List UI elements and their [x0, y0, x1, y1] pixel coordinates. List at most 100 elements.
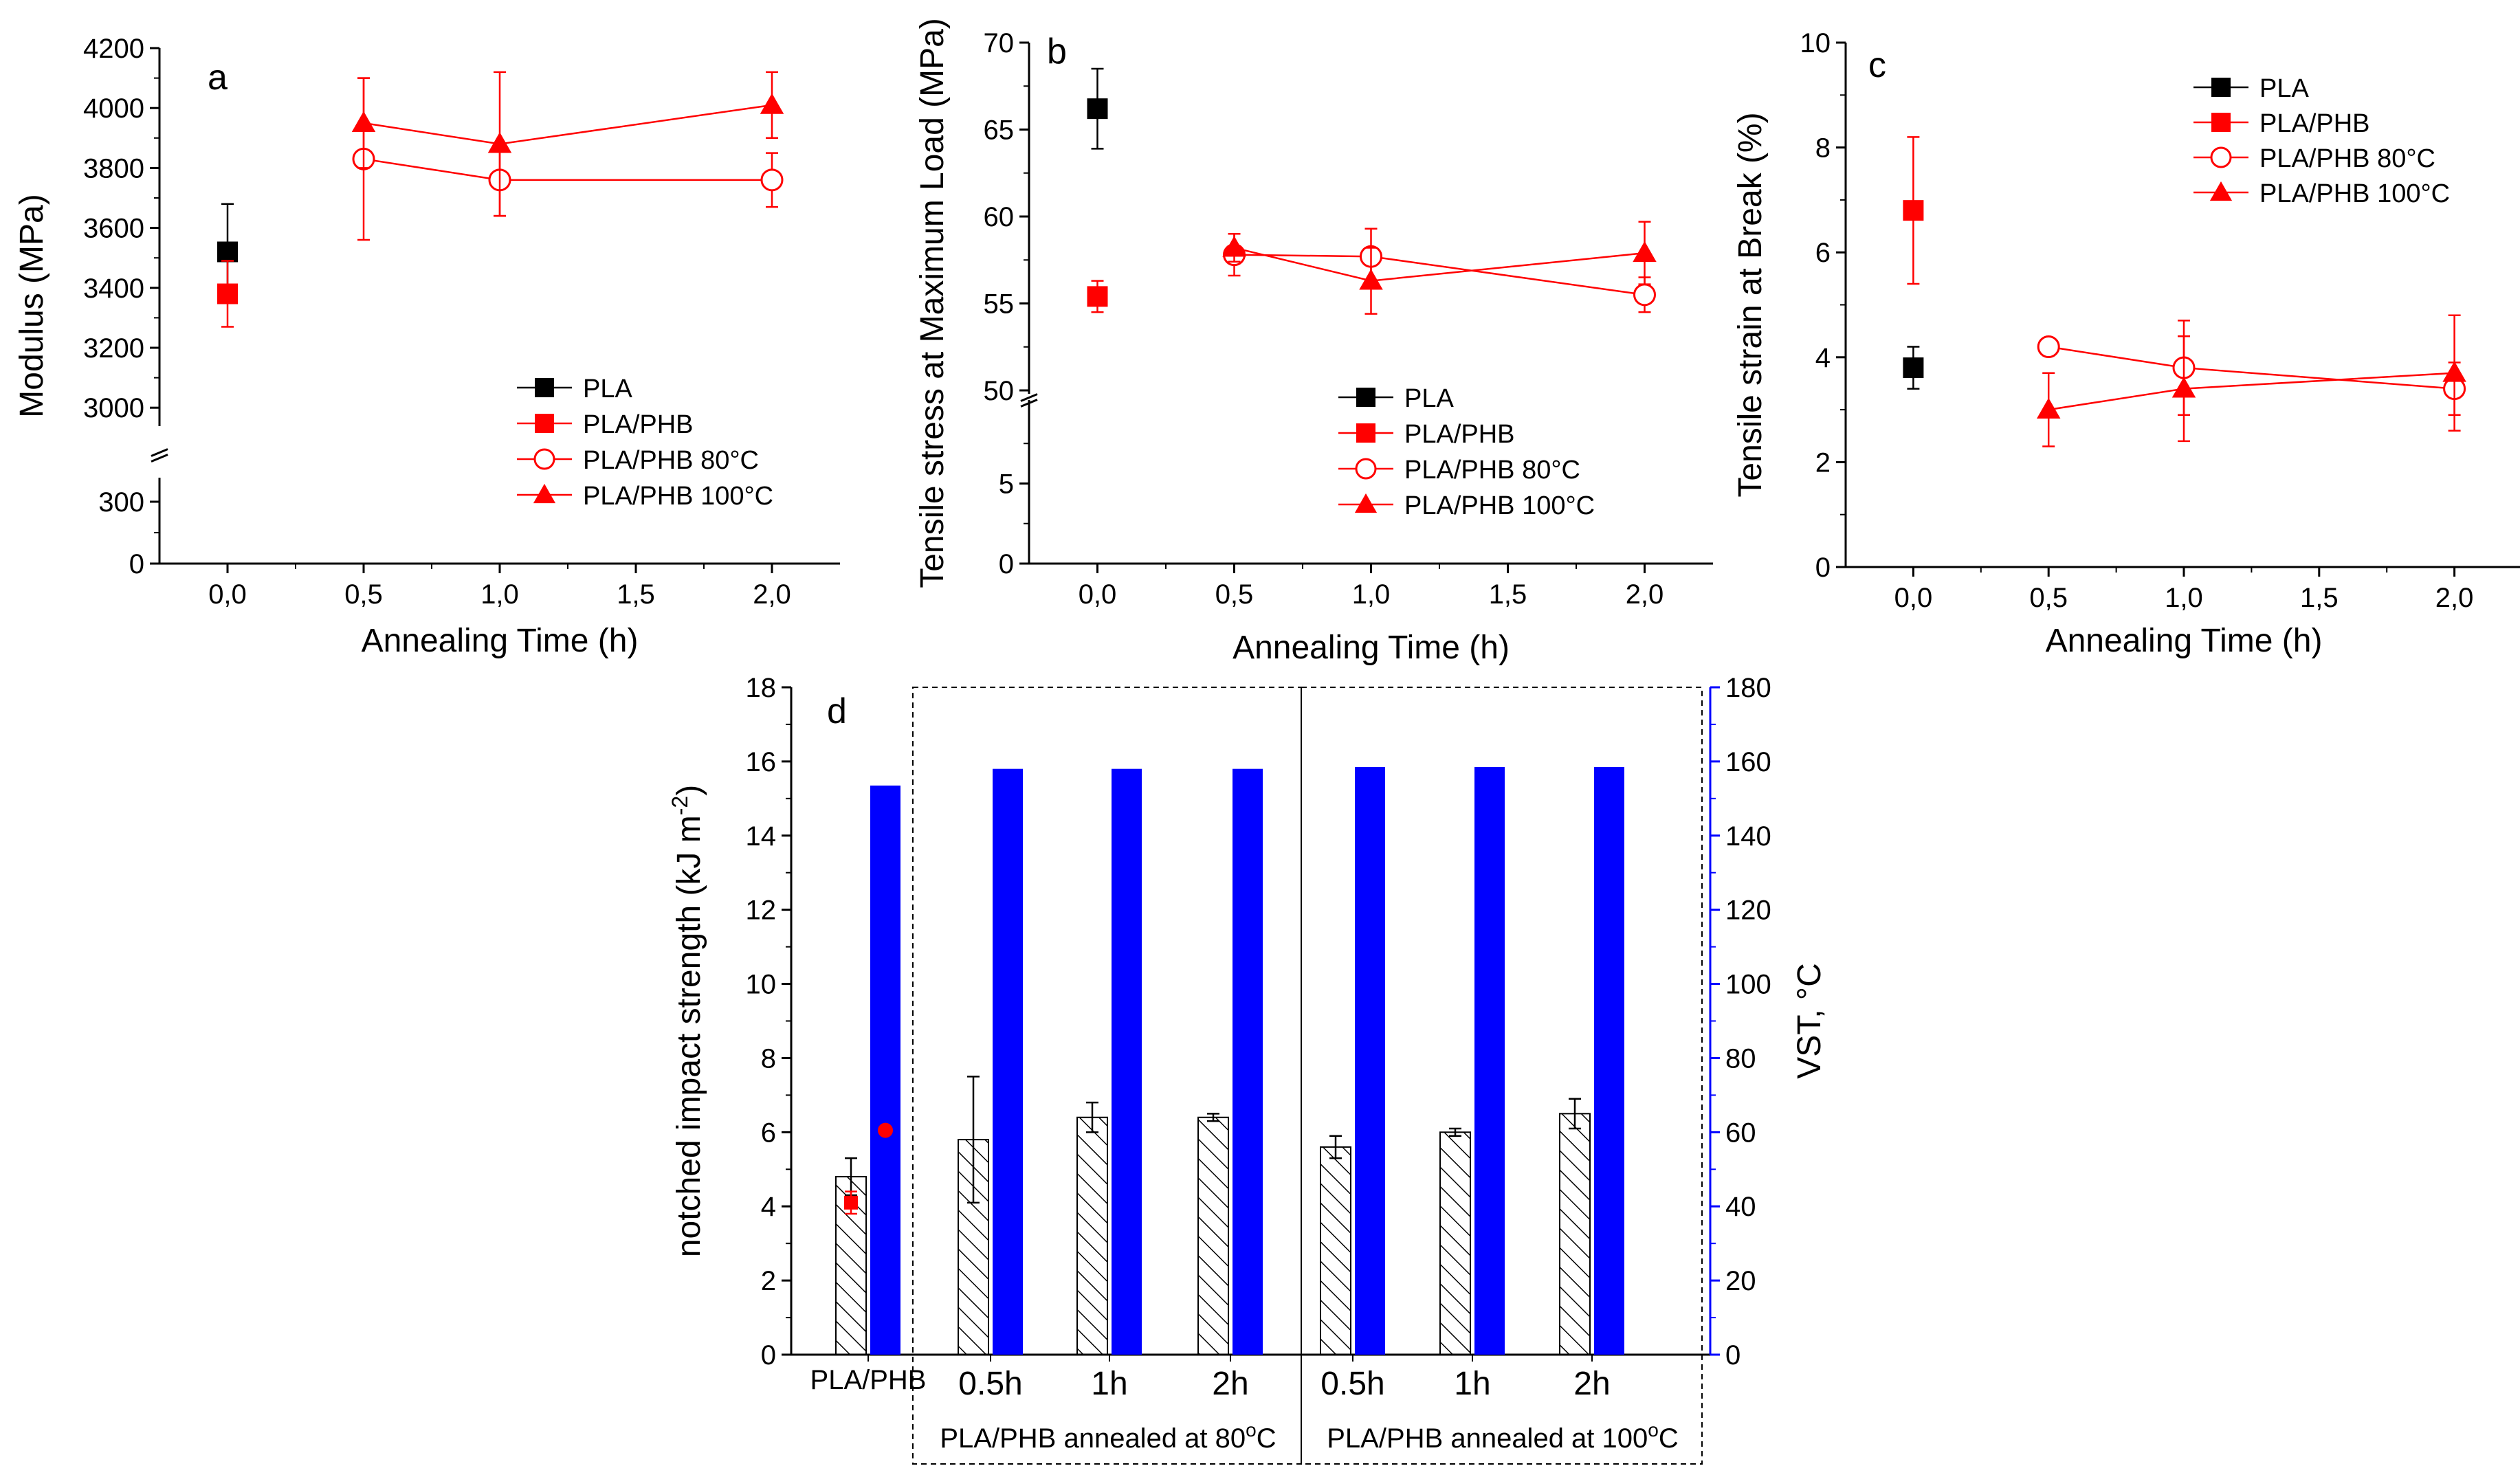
x-axis-label: Annealing Time (h) [2046, 623, 2323, 659]
y-tick-label: 50 [984, 376, 1015, 406]
y-axis-label-left-main: notched impact strength (kJ m [671, 815, 707, 1257]
panel-label: b [1047, 32, 1067, 71]
series-line [363, 158, 772, 181]
legend-marker [1355, 458, 1377, 480]
vst-bar [1474, 766, 1505, 1355]
y-axis-label: Modulus (MPa) [14, 194, 50, 417]
series-1 [1903, 136, 1924, 285]
axis-break-mark [1020, 399, 1038, 408]
y-tick-label-left: 10 [746, 970, 777, 1000]
x-tick-label: 0,5 [2029, 583, 2068, 613]
series-2 [1223, 227, 1656, 313]
legend-label: PLA/PHB 100°C [2259, 179, 2450, 208]
y-tick-label-right: 60 [1725, 1118, 1756, 1148]
x-tick-label: 0,0 [1079, 579, 1117, 610]
data-point [2442, 361, 2466, 382]
legend-marker [535, 378, 554, 397]
y-tick-label: 3200 [83, 333, 144, 364]
panel-label: d [827, 691, 847, 731]
data-point [1903, 200, 1924, 221]
legend: PLA PLA/PHB PLA/PHB 80°C PLA/PHB 100°C [517, 375, 773, 511]
y-axis-label: Tensile strain at Break (%) [1732, 112, 1769, 497]
group-label-sup: o [1648, 1419, 1659, 1441]
x-tick-label: PLA/PHB [810, 1365, 927, 1395]
y-tick-label-right: 100 [1725, 970, 1771, 1000]
y-tick-label-left: 4 [761, 1192, 776, 1222]
y-tick-label-right: 0 [1725, 1340, 1740, 1370]
x-tick-label: 1h [1091, 1366, 1127, 1402]
data-point [1087, 286, 1108, 307]
chart-panel-c: 0,0 0,5 1,0 1,5 2,0 0 2 4 6 8 10 Annealing Time (h)… [1732, 28, 2520, 659]
series-1 [217, 260, 238, 328]
series-3 [2036, 314, 2466, 447]
y-tick-label-left: 6 [761, 1118, 776, 1148]
x-tick-label: 2,0 [753, 579, 791, 610]
y-tick-label-right: 120 [1725, 896, 1771, 926]
series-line [2048, 346, 2455, 390]
group-label: PLA/PHB annealed at 100oC [1327, 1419, 1678, 1454]
bar-group: 1h [1439, 766, 1505, 1402]
series-1 [1087, 280, 1108, 313]
group-label-end: C [1659, 1423, 1679, 1454]
legend-marker [1356, 423, 1375, 443]
y-axis-label-left-sup: -2 [667, 796, 692, 815]
bar-group: PLA/PHB [810, 785, 927, 1395]
y-tick-label-right: 180 [1725, 673, 1771, 703]
y-tick-label: 10 [1800, 28, 1831, 58]
y-tick-label: 3000 [83, 393, 144, 423]
bar-group: 0.5h [1320, 766, 1385, 1402]
data-point [217, 283, 238, 304]
y-tick-label-left: 16 [746, 747, 777, 777]
legend: PLA PLA/PHB PLA/PHB 80°C PLA/PHB 100°C [2193, 74, 2450, 208]
x-tick-label: 2h [1212, 1366, 1248, 1402]
legend-label: PLA/PHB 80°C [583, 446, 759, 475]
series-line [1234, 254, 1645, 296]
y-tick-label: 3800 [83, 153, 144, 184]
x-tick-label: 1h [1454, 1366, 1490, 1402]
series-0 [1903, 346, 1924, 390]
y-tick-label-right: 160 [1725, 747, 1771, 777]
y-tick-label-right: 140 [1725, 821, 1771, 852]
vst-bar [870, 785, 900, 1355]
group-box-80c [912, 687, 1302, 1465]
y-tick-label-right: 40 [1725, 1192, 1756, 1222]
chart-panel-a: 0,0 0,5 1,0 1,5 2,0 0 300 3000 3200 3400 3600 3800 4… [14, 34, 840, 659]
x-tick-label: 1,5 [2300, 583, 2339, 613]
y-tick-label: 60 [984, 202, 1015, 232]
legend-marker [535, 414, 554, 433]
panel-label: c [1868, 45, 1886, 85]
x-axis-label: Annealing Time (h) [1233, 630, 1510, 666]
x-tick-label: 1,5 [1489, 579, 1527, 610]
group-label-main: PLA/PHB annealed at 80 [940, 1423, 1246, 1454]
y-tick-label: 70 [984, 28, 1015, 58]
y-tick-label-left: 14 [746, 821, 777, 852]
legend-label: PLA/PHB [2259, 109, 2370, 138]
bar-group: 0.5h [958, 768, 1023, 1402]
series-line [1234, 247, 1645, 282]
y-tick-label: 4 [1815, 343, 1831, 373]
group-box-100c [1301, 687, 1703, 1465]
legend-label: PLA/PHB 100°C [583, 482, 773, 511]
y-tick-label: 0 [999, 549, 1014, 579]
axis-break-mark [1020, 393, 1038, 402]
y-tick-label: 5 [999, 469, 1014, 500]
data-point [760, 93, 784, 114]
x-tick-label: 0,0 [208, 579, 247, 610]
chart-panel-b: 0,0 0,5 1,0 1,5 2,0 0 5 50 55 60 65 70 Annealing Tim… [914, 18, 1713, 666]
x-tick-label: 2,0 [2435, 583, 2474, 613]
y-tick-label: 2 [1815, 447, 1831, 478]
x-tick-label: 0.5h [1320, 1366, 1384, 1402]
y-tick-label-left: 18 [746, 673, 777, 703]
axis-break-mark [151, 448, 168, 457]
legend-label: PLA/PHB [1404, 420, 1515, 449]
series-0 [1087, 67, 1108, 150]
vst-bar [1233, 768, 1263, 1355]
impact-strength-bar [1076, 1116, 1108, 1356]
x-tick-label: 1,0 [2165, 583, 2203, 613]
impact-strength-bar [1197, 1116, 1229, 1356]
data-point [1087, 98, 1108, 120]
y-axis-label-left-end: ) [671, 785, 707, 796]
x-tick-label: 0,5 [1215, 579, 1254, 610]
legend: PLA PLA/PHB PLA/PHB 80°C PLA/PHB 100°C [1338, 384, 1595, 520]
